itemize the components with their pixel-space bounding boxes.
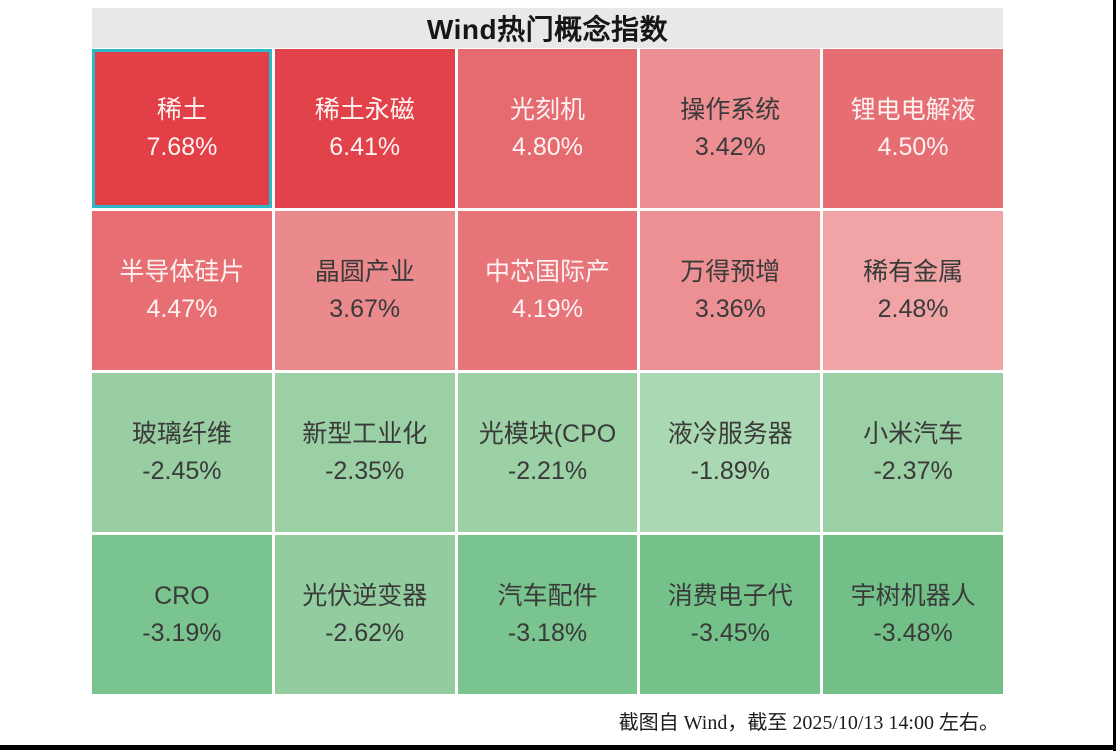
tile-name: 中芯国际产 — [484, 257, 610, 286]
heatmap-tile[interactable]: 新型工业化 -2.35% — [274, 373, 455, 532]
chart-header: Wind热门概念指数 — [92, 8, 1003, 48]
heatmap-tile[interactable]: 锂电电解液 4.50% — [823, 49, 1003, 208]
tile-value: -3.48% — [873, 618, 953, 647]
heatmap-tile[interactable]: 消费电子代 -3.45% — [640, 535, 821, 694]
heatmap-tile[interactable]: 万得预增 3.36% — [640, 211, 821, 370]
heatmap-board: Wind热门概念指数 稀土 7.68% 稀土永磁 6.41% 光刻机 4.80%… — [92, 8, 1003, 694]
tile-name: 光模块(CPO — [478, 419, 617, 448]
tile-value: 3.42% — [694, 132, 766, 161]
tile-name: 光伏逆变器 — [302, 581, 428, 610]
heatmap-tile[interactable]: 中芯国际产 4.19% — [457, 211, 638, 370]
tile-value: 7.68% — [146, 132, 218, 161]
heatmap-tile[interactable]: 稀有金属 2.48% — [823, 211, 1003, 370]
tile-name: 万得预增 — [680, 257, 781, 286]
tile-name: 操作系统 — [680, 95, 781, 124]
heatmap-tile[interactable]: 半导体硅片 4.47% — [92, 211, 272, 370]
tile-value: -3.45% — [690, 618, 770, 647]
tile-name: 玻璃纤维 — [131, 419, 232, 448]
tile-name: 锂电电解液 — [850, 95, 976, 124]
tile-value: -1.89% — [690, 456, 770, 485]
bottom-border-line — [0, 745, 1116, 750]
tile-name: 小米汽车 — [863, 419, 964, 448]
heatmap-tile[interactable]: 稀土 7.68% — [92, 49, 272, 208]
chart-title: Wind热门概念指数 — [426, 14, 669, 45]
tile-name: 液冷服务器 — [667, 419, 793, 448]
tile-value: 3.36% — [694, 294, 766, 323]
tile-value: 2.48% — [877, 294, 949, 323]
tile-value: -2.21% — [507, 456, 588, 485]
heatmap-tile[interactable]: 稀土永磁 6.41% — [274, 49, 455, 208]
heatmap-tile[interactable]: 光模块(CPO -2.21% — [457, 373, 638, 532]
tile-value: 3.67% — [329, 294, 401, 323]
tile-value: 4.80% — [512, 132, 583, 161]
heatmap-tile[interactable]: 光刻机 4.80% — [457, 49, 638, 208]
tile-value: -3.18% — [507, 618, 588, 647]
tile-value: 6.41% — [329, 132, 401, 161]
tile-value: 4.19% — [512, 294, 583, 323]
heatmap-grid: 稀土 7.68% 稀土永磁 6.41% 光刻机 4.80% 操作系统 3.42%… — [92, 49, 1003, 694]
tile-name: 光刻机 — [509, 95, 585, 124]
tile-name: 半导体硅片 — [119, 257, 245, 286]
tile-name: 消费电子代 — [667, 581, 793, 610]
heatmap-tile[interactable]: 汽车配件 -3.18% — [457, 535, 638, 694]
tile-name: 稀土永磁 — [314, 95, 415, 124]
tile-name: 汽车配件 — [497, 581, 598, 610]
tile-value: 4.50% — [877, 132, 949, 161]
heatmap-tile[interactable]: 小米汽车 -2.37% — [823, 373, 1003, 532]
tile-value: -2.45% — [142, 456, 222, 485]
right-border-line — [1113, 0, 1116, 751]
heatmap-tile[interactable]: 宇树机器人 -3.48% — [823, 535, 1003, 694]
tile-value: 4.47% — [146, 294, 218, 323]
heatmap-tile[interactable]: 光伏逆变器 -2.62% — [274, 535, 455, 694]
heatmap-tile[interactable]: CRO -3.19% — [92, 535, 272, 694]
source-caption: 截图自 Wind，截至 2025/10/13 14:00 左右。 — [618, 712, 999, 734]
tile-name: 晶圆产业 — [314, 257, 415, 286]
heatmap-tile[interactable]: 液冷服务器 -1.89% — [640, 373, 821, 532]
tile-value: -2.35% — [325, 456, 405, 485]
tile-value: -2.37% — [873, 456, 953, 485]
heatmap-tile[interactable]: 晶圆产业 3.67% — [274, 211, 455, 370]
tile-name: 新型工业化 — [302, 419, 428, 448]
tile-name: CRO — [154, 581, 210, 610]
tile-name: 稀土 — [156, 95, 207, 124]
heatmap-tile[interactable]: 玻璃纤维 -2.45% — [92, 373, 272, 532]
tile-value: -2.62% — [325, 618, 405, 647]
tile-name: 宇树机器人 — [850, 581, 976, 610]
heatmap-tile[interactable]: 操作系统 3.42% — [640, 49, 821, 208]
tile-name: 稀有金属 — [863, 257, 964, 286]
tile-value: -3.19% — [142, 618, 222, 647]
